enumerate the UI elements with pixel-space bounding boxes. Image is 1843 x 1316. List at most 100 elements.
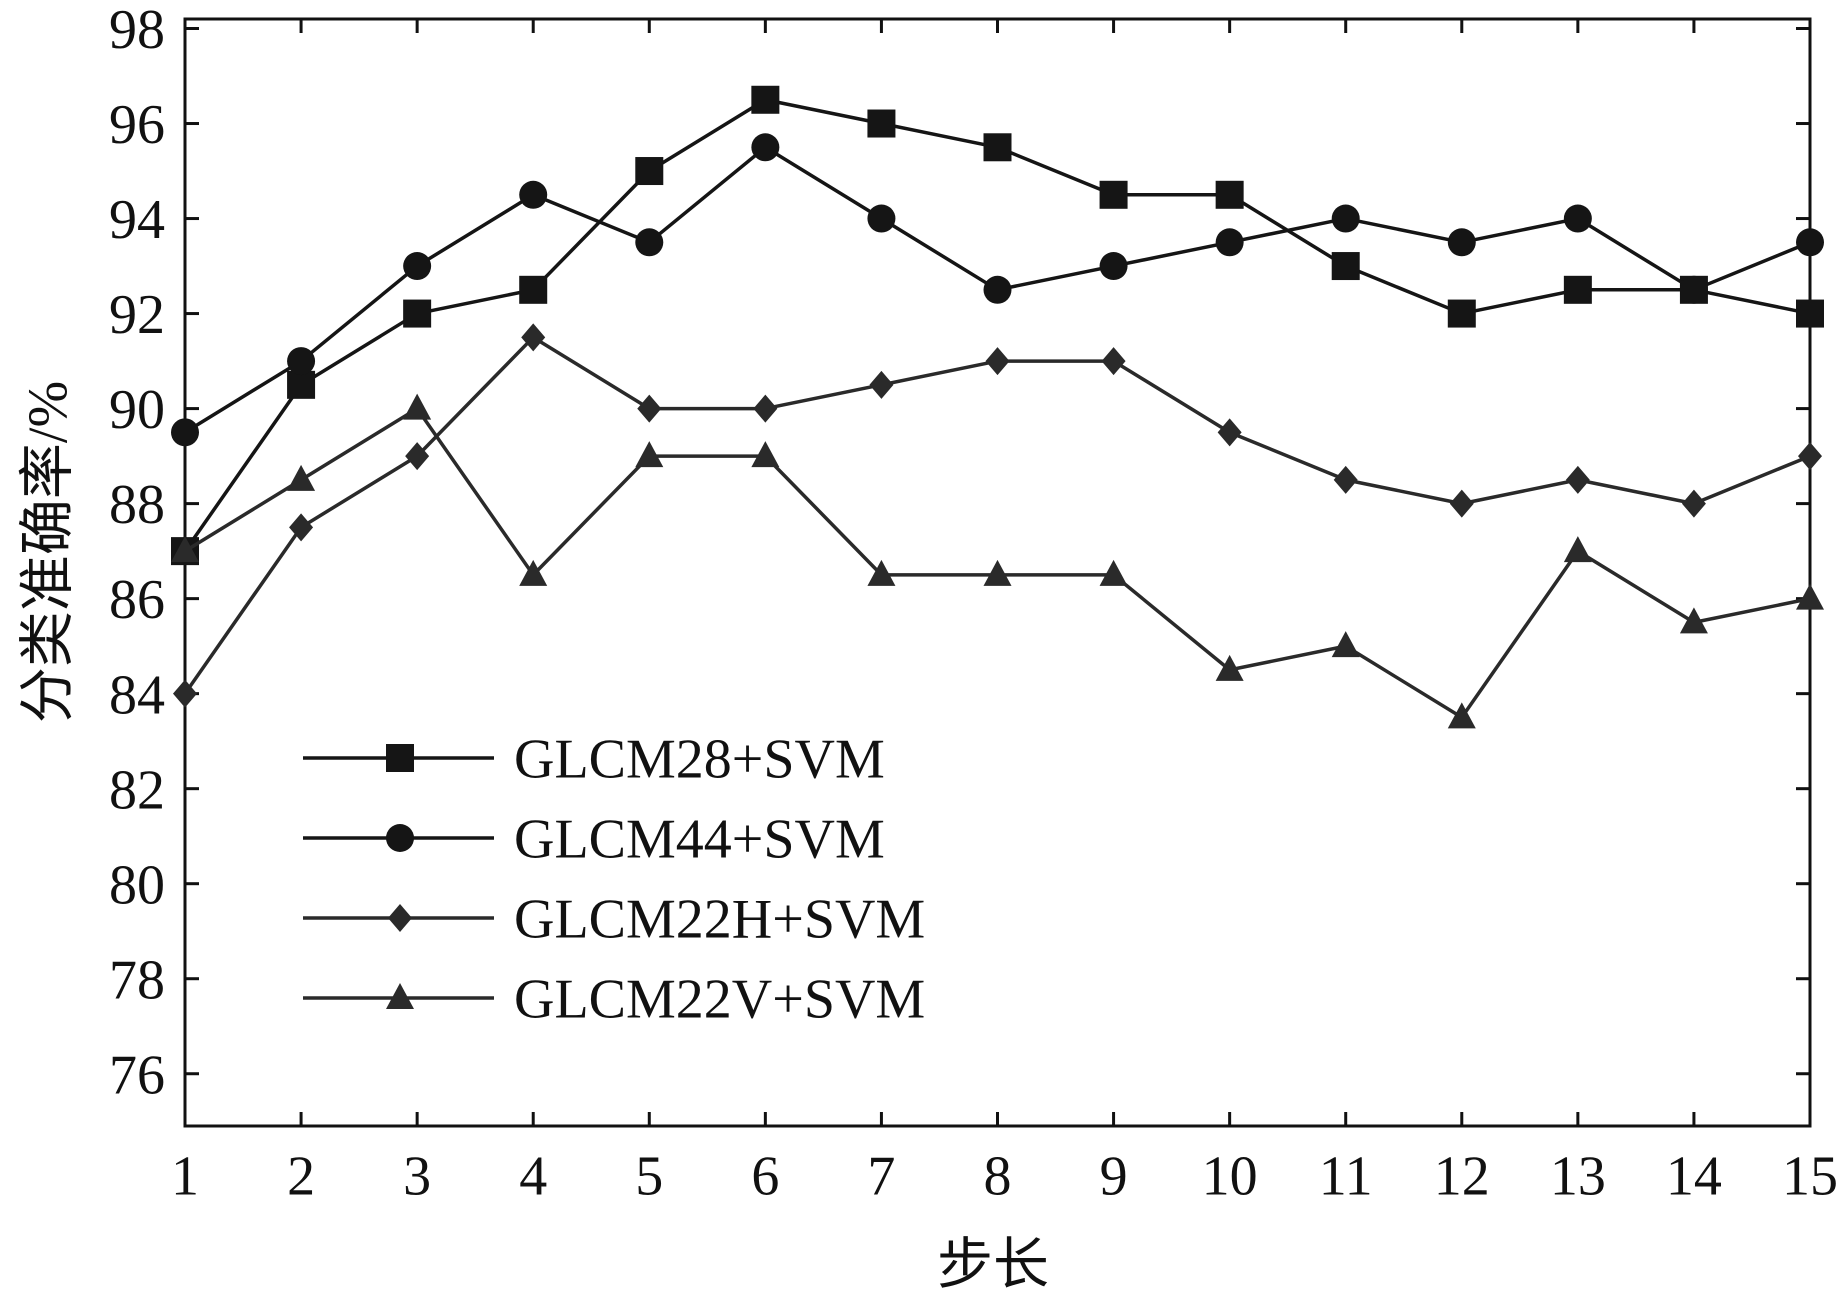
diamond-marker (1449, 489, 1474, 518)
y-tick-label: 86 (109, 569, 165, 631)
diamond-marker (869, 370, 894, 399)
square-marker (287, 370, 316, 399)
triangle-marker (867, 559, 896, 586)
legend-entry: GLCM22H+SVM (303, 889, 925, 951)
diamond-marker (1217, 418, 1242, 447)
diamond-marker (1333, 465, 1358, 494)
triangle-marker (635, 441, 664, 468)
diamond-marker (1681, 489, 1706, 518)
circle-marker (287, 347, 316, 376)
series-layer (171, 85, 1824, 729)
y-tick-label: 76 (109, 1044, 165, 1106)
circle-marker (635, 228, 664, 257)
square-marker (1099, 180, 1128, 209)
diamond-marker (173, 679, 197, 708)
diamond-marker (753, 394, 778, 423)
y-tick-label: 92 (109, 284, 165, 346)
x-tick-label: 10 (1202, 1146, 1258, 1208)
circle-marker (1447, 228, 1476, 257)
triangle-marker (751, 441, 780, 468)
diamond-marker (1798, 442, 1822, 471)
legend-label: GLCM28+SVM (514, 729, 885, 791)
legend-label: GLCM22H+SVM (514, 889, 925, 951)
circle-marker (1331, 204, 1360, 233)
circle-marker (1679, 275, 1708, 304)
diamond-marker (405, 442, 430, 471)
x-tick-label: 14 (1666, 1146, 1722, 1208)
x-axis-title: 步长 (937, 1235, 1049, 1297)
x-tick-label: 8 (984, 1146, 1012, 1208)
x-tick-label: 13 (1550, 1146, 1606, 1208)
legend-label: GLCM22V+SVM (514, 969, 925, 1031)
x-tick-label: 15 (1782, 1146, 1838, 1208)
triangle-marker (1447, 702, 1476, 729)
series-square (171, 85, 1824, 566)
y-tick-label: 90 (109, 379, 165, 441)
x-tick-label: 7 (867, 1146, 895, 1208)
triangle-marker (1679, 607, 1708, 634)
circle-marker (1563, 204, 1592, 233)
square-marker (403, 299, 432, 328)
legend-entry: GLCM28+SVM (303, 729, 885, 791)
square-marker (386, 744, 414, 772)
y-tick-label: 80 (109, 854, 165, 916)
series-diamond (173, 323, 1822, 708)
diamond-marker (289, 513, 314, 542)
circle-marker (1215, 228, 1244, 257)
diamond-marker (521, 323, 546, 352)
y-tick-label: 84 (109, 664, 165, 726)
triangle-marker (1331, 631, 1360, 658)
square-marker (1563, 275, 1592, 304)
square-marker (1447, 299, 1476, 328)
circle-marker (171, 418, 199, 447)
circle-marker (386, 824, 414, 852)
series-triangle (171, 393, 1824, 729)
square-marker (983, 133, 1012, 162)
x-tick-label: 12 (1434, 1146, 1490, 1208)
triangle-marker (386, 983, 414, 1009)
legend: GLCM28+SVM GLCM44+SVM GLCM22H+SVM GLCM22V+S… (303, 729, 925, 1031)
x-tick-label: 6 (751, 1146, 779, 1208)
x-tick-label: 2 (287, 1146, 315, 1208)
y-tick-label: 78 (109, 949, 165, 1011)
triangle-marker (983, 559, 1012, 586)
diamond-marker (1565, 465, 1590, 494)
y-tick-label: 82 (109, 759, 165, 821)
triangle-marker (1099, 559, 1128, 586)
square-marker (1215, 180, 1244, 209)
x-tick-label: 9 (1100, 1146, 1128, 1208)
triangle-marker (287, 464, 316, 491)
diamond-marker (637, 394, 662, 423)
circle-marker (867, 204, 896, 233)
circle-marker (519, 180, 548, 209)
diamond-marker (388, 904, 412, 932)
y-tick-label: 98 (109, 0, 165, 61)
circle-marker (983, 275, 1012, 304)
square-marker (519, 275, 548, 304)
x-tick-label: 5 (635, 1146, 663, 1208)
y-tick-label: 94 (109, 189, 165, 251)
triangle-marker (1796, 583, 1824, 610)
circle-marker (1099, 252, 1128, 281)
series-circle (171, 133, 1824, 447)
legend-label: GLCM44+SVM (514, 809, 885, 871)
triangle-marker (403, 393, 432, 420)
x-tick-label: 4 (519, 1146, 547, 1208)
series-line (183, 335, 1811, 695)
triangle-marker (1215, 654, 1244, 681)
square-marker (1331, 252, 1360, 281)
triangle-marker (171, 536, 199, 563)
circle-marker (403, 252, 432, 281)
square-marker (867, 109, 896, 138)
legend-entry: GLCM44+SVM (303, 809, 885, 871)
y-tick-label: 96 (109, 94, 165, 156)
y-tick-label: 88 (109, 474, 165, 536)
legend-entry: GLCM22V+SVM (303, 969, 925, 1031)
x-tick-label: 11 (1319, 1146, 1373, 1208)
y-axis-title: 分类准确率/% (18, 381, 80, 723)
square-marker (751, 85, 780, 114)
circle-marker (751, 133, 780, 162)
triangle-marker (519, 559, 548, 586)
